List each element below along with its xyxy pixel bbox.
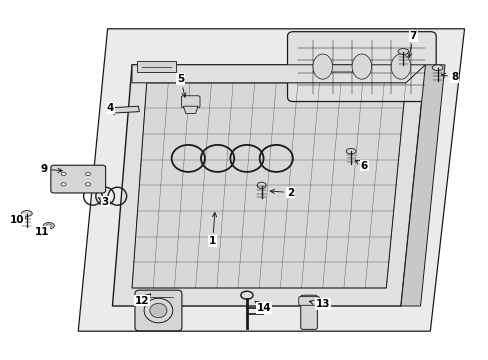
Polygon shape xyxy=(78,29,464,331)
Ellipse shape xyxy=(21,211,32,216)
FancyBboxPatch shape xyxy=(298,297,319,305)
Polygon shape xyxy=(112,65,425,306)
Ellipse shape xyxy=(397,49,408,54)
Polygon shape xyxy=(107,106,139,113)
FancyBboxPatch shape xyxy=(135,290,182,331)
Text: 6: 6 xyxy=(355,160,367,171)
Text: 4: 4 xyxy=(106,103,114,114)
FancyBboxPatch shape xyxy=(300,295,317,329)
Ellipse shape xyxy=(85,183,90,186)
Text: 2: 2 xyxy=(270,188,294,198)
Ellipse shape xyxy=(257,182,265,189)
Text: 8: 8 xyxy=(441,72,457,82)
Text: 5: 5 xyxy=(177,74,186,97)
Ellipse shape xyxy=(61,172,66,175)
Ellipse shape xyxy=(351,54,371,79)
FancyBboxPatch shape xyxy=(51,165,105,193)
Text: 1: 1 xyxy=(209,212,216,246)
Text: 9: 9 xyxy=(41,164,62,174)
Text: 12: 12 xyxy=(134,294,150,306)
Text: 10: 10 xyxy=(10,215,26,225)
Ellipse shape xyxy=(431,65,442,71)
Ellipse shape xyxy=(43,222,54,229)
FancyBboxPatch shape xyxy=(181,96,200,108)
Polygon shape xyxy=(312,65,356,72)
Polygon shape xyxy=(132,83,405,288)
Text: 11: 11 xyxy=(34,227,49,237)
Text: 7: 7 xyxy=(407,31,416,58)
Ellipse shape xyxy=(390,54,410,79)
Text: 13: 13 xyxy=(309,299,329,309)
Text: 14: 14 xyxy=(255,301,271,313)
Ellipse shape xyxy=(312,54,332,79)
Polygon shape xyxy=(400,65,444,306)
FancyBboxPatch shape xyxy=(287,32,435,102)
Ellipse shape xyxy=(61,183,66,186)
Ellipse shape xyxy=(346,149,355,154)
Polygon shape xyxy=(132,65,425,83)
Polygon shape xyxy=(137,61,176,72)
Polygon shape xyxy=(183,106,198,113)
Ellipse shape xyxy=(46,224,51,228)
Text: 3: 3 xyxy=(98,197,108,207)
Ellipse shape xyxy=(144,298,172,323)
Ellipse shape xyxy=(85,172,90,175)
Ellipse shape xyxy=(149,303,167,318)
